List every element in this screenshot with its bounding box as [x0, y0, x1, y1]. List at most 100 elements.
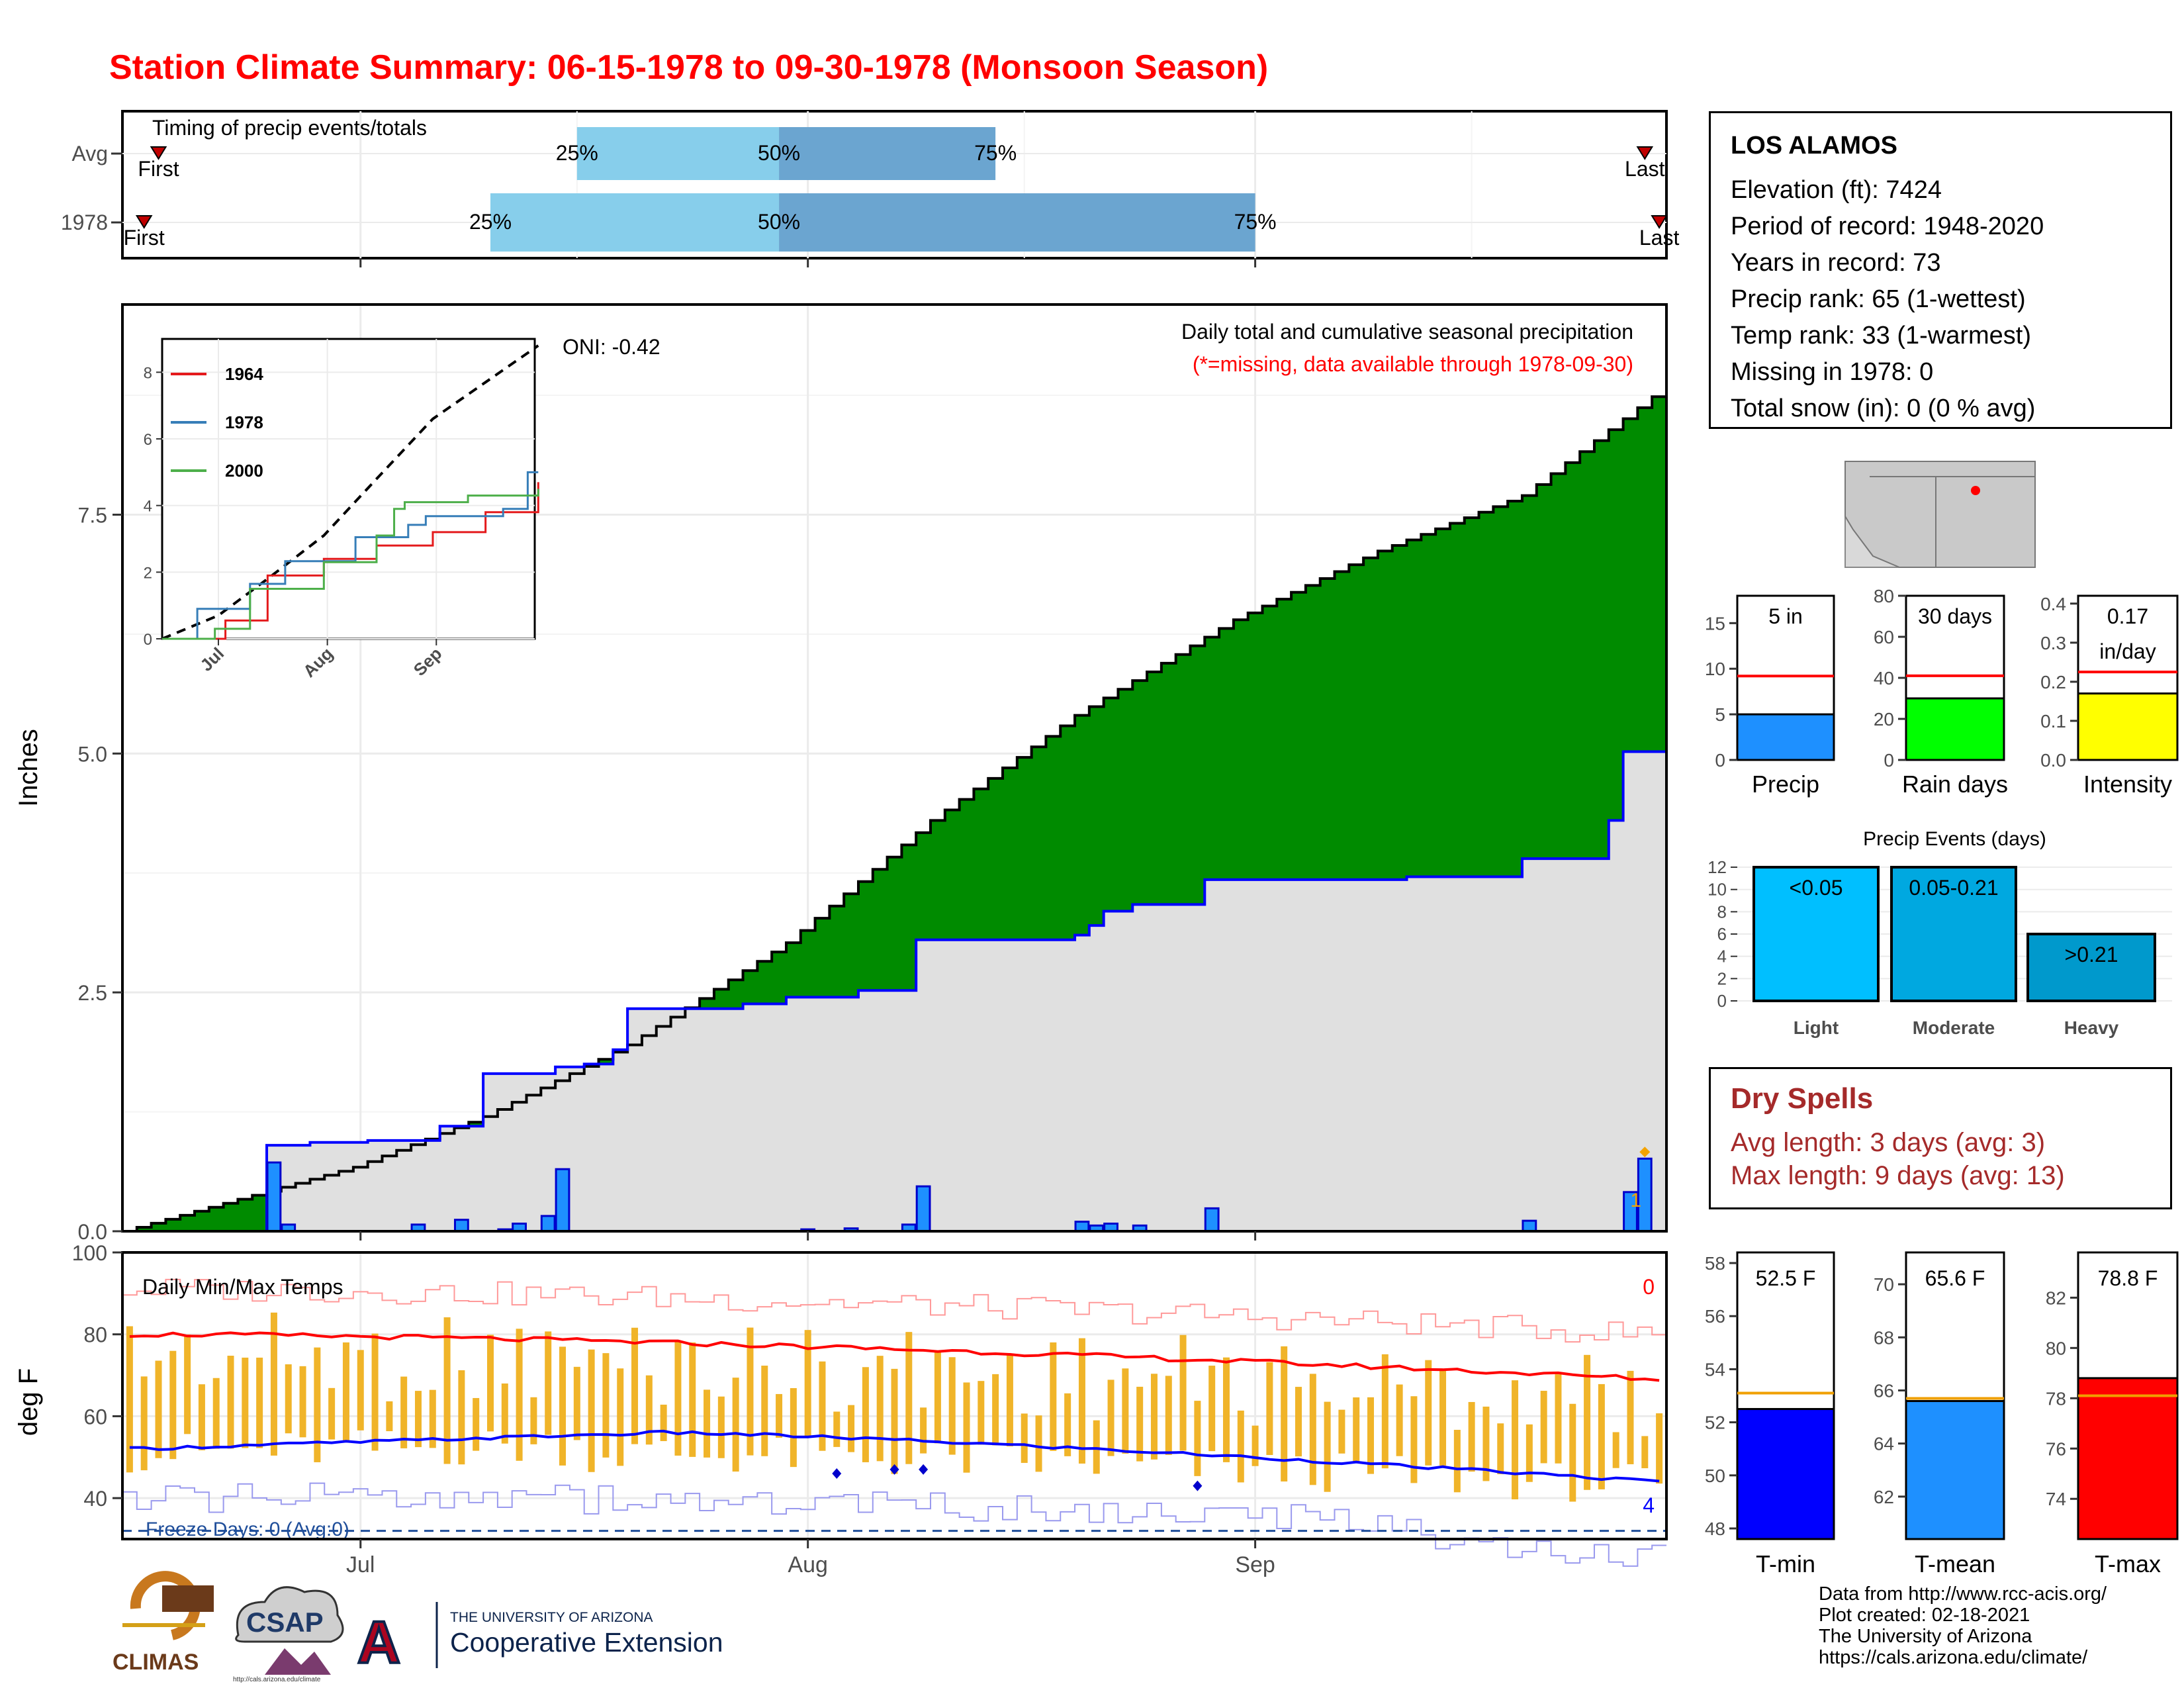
temp-mean-category-label: T-min — [1756, 1550, 1815, 1577]
metric-y-tick-label: 0.3 — [2040, 633, 2066, 653]
daily-precip-bar — [1204, 1207, 1220, 1233]
daily-temp-bar — [198, 1384, 205, 1450]
temp-mean-value-label: 52.5 F — [1756, 1266, 1816, 1290]
temp-mean-value-label: 78.8 F — [2098, 1266, 2158, 1290]
daily-temp-bar — [1439, 1369, 1447, 1466]
daily-temp-bar — [1555, 1374, 1562, 1464]
daily-temp-bar — [473, 1397, 480, 1451]
oni-label: ONI: -0.42 — [563, 335, 660, 359]
temp-mean-y-tick-label: 78 — [2046, 1388, 2066, 1409]
record-low-marker — [889, 1464, 899, 1475]
station-location-map — [1844, 461, 2036, 568]
daily-temp-bar — [876, 1356, 884, 1462]
metric-y-tick-label: 15 — [1705, 613, 1725, 633]
precip-plot-frame — [121, 303, 1668, 1233]
daily-precip-bar — [915, 1185, 931, 1233]
daily-temp-bar — [1006, 1354, 1013, 1446]
station-years: Years in record: 73 — [1731, 249, 1941, 277]
daily-temp-bar — [1353, 1397, 1360, 1462]
events-y-tick-label: 4 — [1717, 947, 1727, 966]
daily-temp-bar — [689, 1342, 696, 1457]
avg-max-temp-line — [129, 1331, 1660, 1382]
daily-temp-bar — [429, 1389, 436, 1448]
daily-temp-bar — [1035, 1415, 1042, 1472]
daily-temp-bar — [1251, 1425, 1259, 1466]
y-tick-label: 40 — [83, 1487, 107, 1511]
daily-temp-bar — [1281, 1346, 1288, 1482]
daily-temp-bar — [1338, 1409, 1345, 1454]
daily-temp-bar — [386, 1401, 393, 1432]
events-y-tick-label: 10 — [1707, 880, 1727, 900]
daily-temp-bar — [1497, 1423, 1504, 1475]
record-low-marker — [1193, 1480, 1203, 1491]
metric-y-tick-label: 0 — [1715, 750, 1725, 771]
daily-temp-bar — [1627, 1370, 1634, 1464]
daily-temp-bar — [414, 1391, 422, 1448]
daily-temp-bar — [357, 1350, 364, 1430]
daily-temp-bar — [1122, 1368, 1129, 1454]
temp-mean-y-tick-label: 62 — [1874, 1487, 1894, 1507]
station-elevation: Elevation (ft): 7424 — [1731, 176, 1942, 204]
credit-line: Plot created: 02-18-2021 — [1819, 1605, 2030, 1626]
temp-title: Daily Min/Max Temps — [142, 1275, 343, 1299]
daily-temp-bar — [992, 1374, 999, 1446]
daily-temp-bar — [1525, 1424, 1533, 1482]
y-tick-label: 2.5 — [78, 981, 107, 1005]
events-y-tick-label: 12 — [1707, 857, 1727, 877]
daily-temp-bar — [1295, 1387, 1302, 1457]
daily-temp-bar — [256, 1357, 263, 1448]
daily-temp-bar — [400, 1376, 408, 1448]
avg-min-temp-line — [129, 1429, 1660, 1483]
daily-precip-bar — [266, 1161, 282, 1233]
daily-precip-bar — [453, 1219, 469, 1233]
daily-temp-bar — [1598, 1383, 1605, 1489]
dry-spells-title: Dry Spells — [1731, 1082, 1874, 1115]
temp-mean-y-tick-label: 76 — [2046, 1438, 2066, 1459]
daily-temp-bar — [833, 1411, 841, 1447]
temp-mean-y-tick-label: 50 — [1705, 1466, 1725, 1486]
metric-y-tick-label: 20 — [1874, 709, 1894, 729]
y-tick-label: 60 — [83, 1405, 107, 1429]
metric-category-label: Precip — [1752, 771, 1819, 798]
temp-mean-y-tick-label: 56 — [1705, 1306, 1725, 1327]
metric-y-tick-label: 0.1 — [2040, 711, 2066, 731]
daily-temp-bar — [1396, 1384, 1403, 1456]
daily-temp-bar — [140, 1376, 148, 1471]
daily-temp-bar — [1482, 1406, 1490, 1481]
y-tick-label: 80 — [83, 1323, 107, 1347]
daily-temp-bar — [1569, 1403, 1576, 1502]
page-title: Station Climate Summary: 06-15-1978 to 0… — [109, 48, 1269, 87]
inset-series-line — [162, 471, 539, 640]
credit-line: The University of Arizona — [1819, 1626, 2032, 1647]
legend-label: 1964 — [225, 364, 263, 384]
event-bar — [1752, 866, 1880, 1003]
y-tick-label: 7.5 — [78, 504, 107, 528]
events-y-tick-label: 2 — [1717, 968, 1727, 988]
record-high-line — [122, 1278, 1666, 1343]
daily-temp-bar — [602, 1353, 610, 1458]
daily-temp-bar — [1381, 1354, 1388, 1469]
metric-value-label: 5 in — [1768, 604, 1803, 628]
daily-temp-bar — [588, 1349, 595, 1472]
daily-precip-bar — [555, 1168, 570, 1233]
daily-temp-bar — [1367, 1397, 1375, 1474]
precip-note: (*=missing, data available through 1978-… — [1193, 352, 1633, 376]
daily-temp-bar — [501, 1383, 508, 1444]
credits: Data from http://www.rcc-acis.org/ Plot … — [1819, 1583, 2107, 1668]
daily-temp-bar — [631, 1327, 639, 1444]
daily-temp-bar — [1150, 1374, 1158, 1460]
daily-temp-bar — [645, 1375, 653, 1445]
metric-bar — [1736, 713, 1835, 761]
daily-temp-bar — [1222, 1357, 1230, 1462]
temp-mean-y-tick-label: 82 — [2046, 1288, 2066, 1308]
temp-plot-frame — [121, 1251, 1668, 1540]
event-bar-label: >0.21 — [2065, 943, 2118, 966]
daily-temp-bar — [342, 1342, 349, 1443]
inset-y-tick-label: 4 — [144, 498, 152, 516]
daily-temp-bar — [486, 1335, 494, 1432]
daily-temp-bar — [371, 1333, 379, 1451]
events-y-tick-label: 0 — [1717, 991, 1727, 1011]
daily-temp-bar — [660, 1404, 667, 1442]
metric-y-tick-label: 5 — [1715, 704, 1725, 725]
temp-mean-y-tick-label: 74 — [2046, 1489, 2066, 1509]
